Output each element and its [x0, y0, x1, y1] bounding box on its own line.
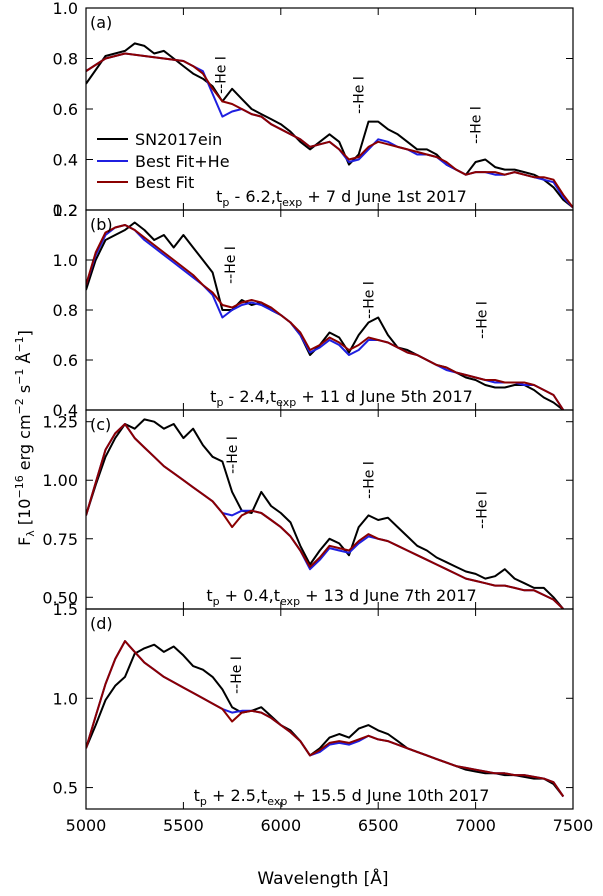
x-tick-label: 6500	[358, 816, 399, 835]
y-tick-label: 0.6	[53, 351, 78, 370]
panel-caption: tp - 2.4,texp + 11 d June 5th 2017	[210, 387, 473, 409]
panel-label: (a)	[90, 13, 112, 32]
series-observed-line	[86, 643, 565, 798]
y-tick-label: 1.0	[53, 251, 78, 270]
he-i-marker: --He I	[361, 281, 377, 319]
y-tick-label: 1.25	[42, 413, 78, 432]
y-tick-label: 1.00	[42, 471, 78, 490]
x-tick-label: 7000	[455, 816, 496, 835]
he-i-marker: --He I	[474, 301, 490, 339]
y-tick-label: 0.75	[42, 530, 78, 549]
legend-label-fit-he: Best Fit+He	[135, 152, 230, 171]
he-i-marker: --He I	[213, 56, 229, 94]
y-tick-label: 1.0	[53, 0, 78, 18]
y-tick-label: 0.4	[53, 401, 78, 420]
y-tick-label: 1.2	[53, 201, 78, 220]
he-i-marker: --He I	[469, 106, 485, 144]
y-tick-label: 0.50	[42, 588, 78, 607]
panel-c: 1.25 1.00 0.75 0.50 (c) tp + 0.4,texp + 13 d …	[42, 409, 574, 610]
he-i-marker: --He I	[474, 491, 490, 529]
panel-frame	[85, 608, 574, 810]
series-fit-he-line	[86, 423, 564, 609]
series-fit-line	[86, 423, 564, 609]
y-tick-label: 0.6	[53, 100, 78, 119]
legend: SN2017ein Best Fit+He Best Fit	[97, 130, 230, 192]
series-observed-line	[86, 42, 573, 209]
legend-label-observed: SN2017ein	[135, 130, 222, 149]
he-i-marker: --He I	[225, 436, 241, 474]
y-tick-label: 0.2	[53, 201, 78, 220]
x-tick-labels: 5000 5500 6000 6500 7000 7500	[66, 816, 594, 835]
series-fit-line	[86, 640, 565, 798]
series-fit-he-line	[86, 224, 565, 410]
series-observed-line	[86, 221, 564, 410]
panel-label: (d)	[90, 614, 113, 633]
x-tick-label: 5500	[163, 816, 204, 835]
panel-d: 1.5 1.0 0.5 (d) tp + 2.5,texp + 15.5 d June …	[53, 600, 574, 810]
he-i-marker: --He I	[229, 656, 245, 694]
y-tick-label: 0.8	[53, 301, 78, 320]
x-tick-label: 6000	[260, 816, 301, 835]
he-i-marker: --He I	[361, 461, 377, 499]
panel-b: 1.2 1.0 0.8 0.6 0.4 (b) tp - 2.4,texp + 11 d J…	[53, 201, 574, 420]
y-tick-label: 0.4	[53, 151, 78, 170]
y-axis-label: Fλ [10−16 erg cm−2 s−1 Å−1]	[13, 330, 37, 546]
x-axis-label: Wavelength [Å]	[257, 867, 388, 889]
panel-caption: tp + 2.5,texp + 15.5 d June 10th 2017	[194, 786, 490, 808]
x-tick-label: 7500	[553, 816, 594, 835]
legend-label-fit: Best Fit	[135, 173, 194, 192]
panel-label: (b)	[90, 215, 113, 234]
y-tick-label: 1.0	[53, 689, 78, 708]
y-tick-label: 0.5	[53, 779, 78, 798]
panel-caption: tp - 6.2,texp + 7 d June 1st 2017	[216, 187, 467, 209]
y-tick-label: 0.8	[53, 50, 78, 69]
panel-a: 1.0 0.8 0.6 0.4 0.2 (a) tp - 6.2,texp + 7 d Ju…	[53, 0, 574, 220]
panel-caption: tp + 0.4,texp + 13 d June 7th 2017	[206, 586, 476, 608]
panels: 1.0 0.8 0.6 0.4 0.2 (a) tp - 6.2,texp + 7 d Ju…	[42, 0, 574, 810]
panel-frame	[85, 209, 574, 411]
x-tick-label: 5000	[66, 816, 107, 835]
he-i-marker: --He I	[223, 246, 239, 284]
series-fit-line	[86, 52, 573, 209]
series-observed-line	[86, 418, 565, 609]
series-fit-line	[86, 224, 565, 410]
he-i-marker: --He I	[352, 76, 368, 114]
y-tick-label: 1.5	[53, 600, 78, 619]
panel-label: (c)	[90, 415, 111, 434]
panel-frame	[85, 409, 574, 610]
